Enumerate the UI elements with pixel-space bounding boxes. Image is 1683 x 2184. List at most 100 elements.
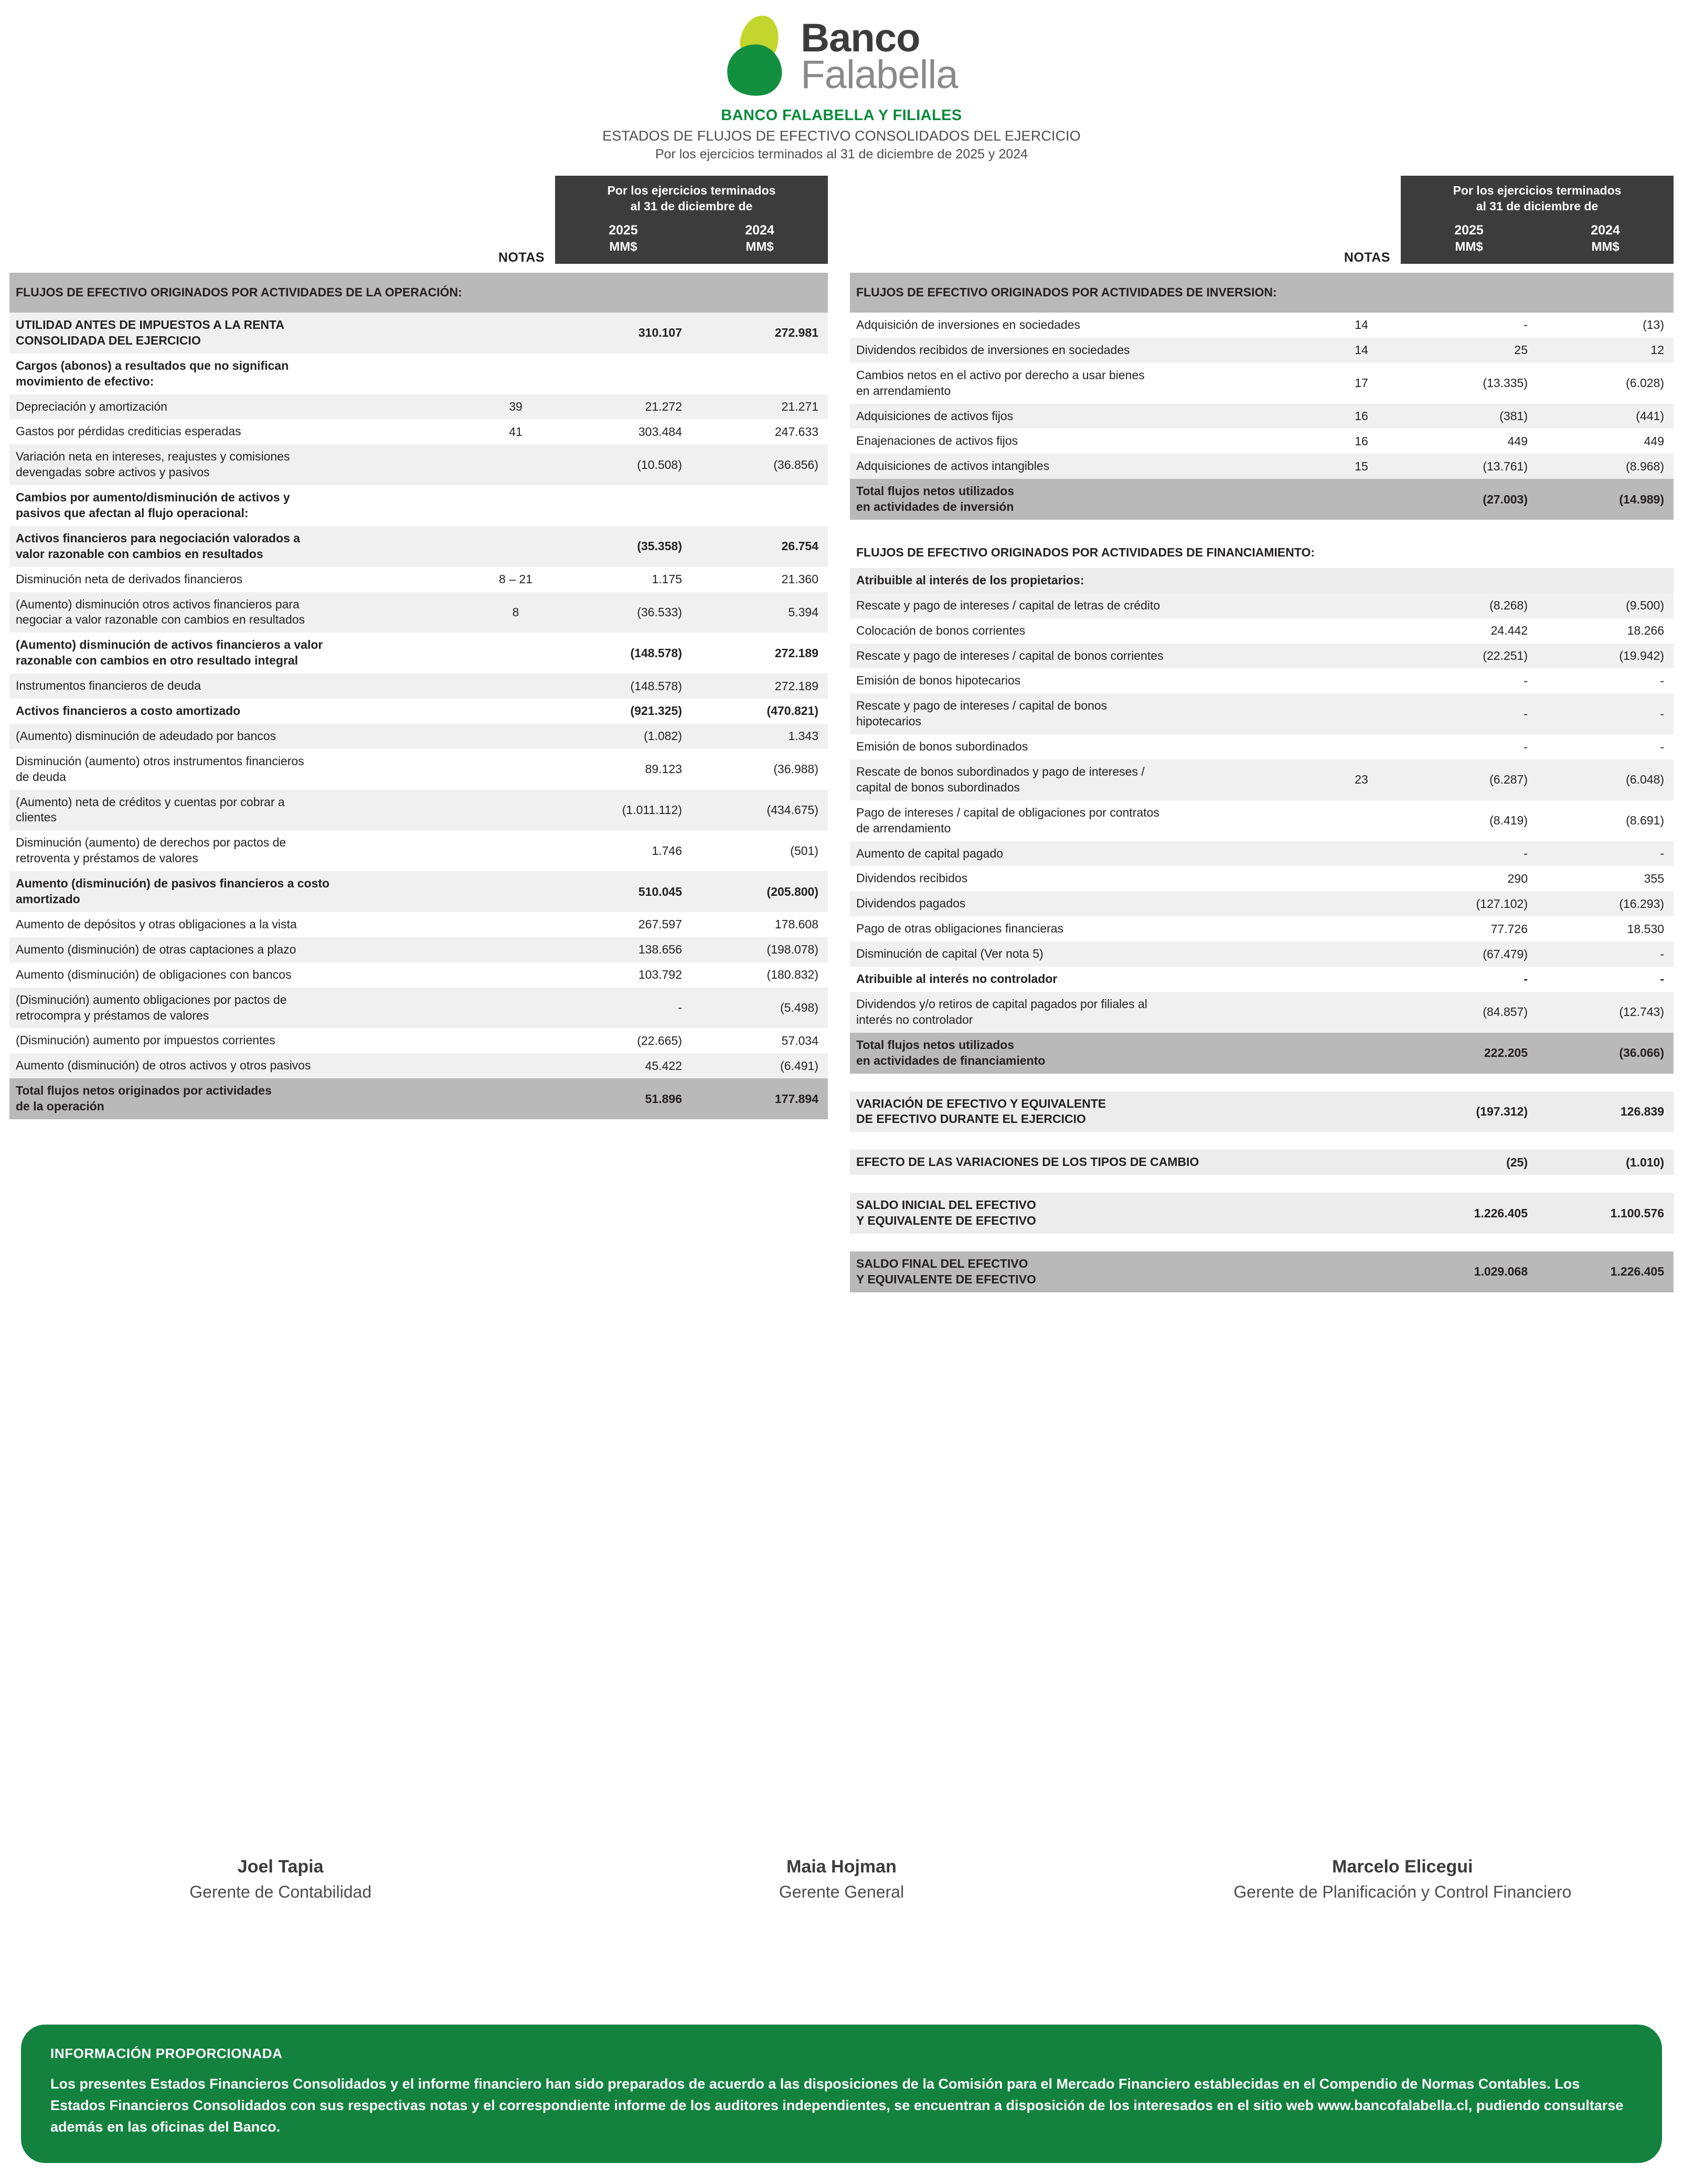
signature-1: Maia Hojman Gerente General — [561, 1857, 1122, 1902]
row-value-2025: - — [1524, 972, 1528, 986]
period-line-2-right: al 31 de diciembre de — [1476, 199, 1599, 213]
row-value-2025: - — [678, 1001, 682, 1014]
unit-2024-label: MM$ — [745, 239, 774, 254]
table-row: UTILIDAD ANTES DE IMPUESTOS A LA RENTA CO… — [9, 313, 828, 354]
year-column-2024: 2024 MM$ — [691, 223, 828, 254]
summary-row: VARIACIÓN DE EFECTIVO Y EQUIVALENTE DE EF… — [850, 1091, 1674, 1132]
signature-name-1: Maia Hojman — [786, 1857, 897, 1877]
row-value-2024: (36.856) — [773, 457, 818, 472]
row-label: Total flujos netos utilizados en activida… — [856, 484, 1015, 514]
unit-2025-label: MM$ — [609, 239, 637, 254]
row-label: Dividendos pagados — [856, 896, 966, 911]
row-value-2024: 1.226.405 — [1610, 1265, 1664, 1279]
spacer — [850, 1132, 1674, 1150]
row-value-2025: (381) — [1499, 409, 1528, 423]
summary-row: EFECTO DE LAS VARIACIONES DE LOS TIPOS D… — [850, 1150, 1674, 1175]
row-value-2024: 177.894 — [774, 1091, 818, 1106]
table-row: (Aumento) neta de créditos y cuentas por… — [9, 789, 828, 831]
row-value-2025: 1.029.068 — [1474, 1265, 1528, 1279]
table-row: Dividendos y/o retiros de capital pagado… — [850, 991, 1674, 1033]
row-value-2024: (6.491) — [780, 1058, 818, 1073]
year-2024-label-right: 2024 — [1591, 222, 1620, 238]
row-note-ref: 8 – 21 — [499, 572, 532, 586]
period-line-1-right: Por los ejercicios terminados — [1453, 184, 1622, 197]
table-row: Cambios por aumento/disminución de activ… — [9, 485, 828, 526]
row-note-ref: 15 — [1355, 459, 1368, 473]
row-value-2024: 18.266 — [1627, 624, 1664, 638]
row-note-ref: 14 — [1355, 318, 1368, 332]
row-value-2024: (434.675) — [766, 802, 818, 817]
row-note-ref: 23 — [1355, 773, 1368, 787]
table-header-left: NOTAS Por los ejercicios terminados al 3… — [9, 176, 828, 273]
year-2025-label-right: 2025 — [1454, 222, 1484, 238]
period-header-box-right: Por los ejercicios terminados al 31 de d… — [1401, 176, 1674, 264]
row-value-2024: 178.608 — [774, 917, 818, 932]
row-value-2024: - — [1660, 972, 1664, 986]
table-row: Disminución (aumento) de derechos por pa… — [9, 830, 828, 872]
table-row: Emisión de bonos subordinados - - — [850, 734, 1674, 760]
row-value-2025: (67.479) — [1483, 947, 1528, 961]
row-note-ref: 39 — [509, 400, 523, 413]
row-label: Disminución neta de derivados financiero… — [16, 572, 243, 586]
year-2025-label: 2025 — [609, 222, 638, 238]
spacer-after-investing — [850, 520, 1674, 538]
year-2024-label: 2024 — [745, 222, 774, 238]
row-value-2024: - — [1660, 740, 1664, 754]
spacer — [850, 1233, 1674, 1251]
row-label: (Disminución) aumento por impuestos corr… — [16, 1033, 275, 1047]
table-row: Colocación de bonos corrientes 24.442 18.2… — [850, 618, 1674, 644]
logo-falabella-text: Falabella — [801, 52, 958, 97]
row-value-2024: (8.691) — [1626, 813, 1664, 828]
row-label: (Disminución) aumento obligaciones por p… — [16, 992, 287, 1022]
table-row: Emisión de bonos hipotecarios - - — [850, 668, 1674, 694]
row-value-2025: (84.857) — [1483, 1005, 1528, 1019]
row-value-2025: (35.358) — [637, 539, 682, 553]
row-value-2024: (5.498) — [780, 1001, 818, 1014]
row-value-2025: (36.533) — [637, 605, 682, 619]
row-label: Dividendos y/o retiros de capital pagado… — [856, 997, 1147, 1026]
table-row: Depreciación y amortización 39 21.272 21.27… — [9, 394, 828, 420]
table-row-total: Total flujos netos originados por activi… — [9, 1078, 828, 1119]
signature-name-0: Joel Tapia — [237, 1857, 324, 1877]
row-value-2025: 77.726 — [1490, 922, 1528, 936]
signature-role-2: Gerente de Planificación y Control Finan… — [1233, 1882, 1572, 1901]
row-label: SALDO FINAL DEL EFECTIVO Y EQUIVALENTE DE… — [856, 1256, 1036, 1286]
row-value-2024: (180.832) — [766, 968, 818, 982]
row-value-2024: - — [1660, 673, 1664, 688]
summary-row: SALDO FINAL DEL EFECTIVO Y EQUIVALENTE DE… — [850, 1251, 1674, 1292]
footer-body: Los presentes Estados Financieros Consol… — [50, 2076, 1624, 2135]
table-row: Adquisiciones de activos fijos 16 (381) (44… — [850, 403, 1674, 429]
row-label: Disminución (aumento) otros instrumentos… — [16, 754, 304, 784]
logo-banco-text: Banco — [801, 16, 920, 61]
row-value-2025: 138.656 — [638, 943, 682, 957]
row-label: Disminución de capital (Ver nota 5) — [856, 947, 1043, 961]
year-column-2024-right: 2024 MM$ — [1537, 223, 1674, 254]
row-note-ref: 16 — [1355, 409, 1368, 423]
row-value-2025: - — [1524, 318, 1528, 332]
row-value-2025: 510.045 — [638, 884, 682, 898]
table-row: Rescate y pago de intereses / capital de… — [850, 593, 1674, 618]
row-value-2024: 5.394 — [788, 605, 818, 619]
row-label: Rescate y pago de intereses / capital de… — [856, 699, 1107, 729]
row-value-2024: 126.839 — [1620, 1104, 1664, 1118]
row-value-2025: (1.011.112) — [622, 802, 682, 817]
row-value-2025: (27.003) — [1483, 492, 1528, 506]
table-row: Cargos (abonos) a resultados que no sign… — [9, 353, 828, 394]
row-value-2024: 272.189 — [774, 679, 818, 693]
financing-rows-container: Atribuible al interés de los propietario… — [850, 568, 1674, 1074]
row-value-2024: (16.293) — [1619, 896, 1664, 911]
row-value-2025: (921.325) — [630, 704, 682, 718]
row-value-2024: 12 — [1650, 343, 1664, 357]
notas-column-header: NOTAS — [498, 250, 545, 265]
row-label: Enajenaciones de activos fijos — [856, 434, 1018, 448]
signature-0: Joel Tapia Gerente de Contabilidad — [0, 1857, 561, 1902]
row-value-2024: 272.189 — [774, 646, 818, 660]
row-label: Dividendos recibidos — [856, 871, 968, 885]
row-value-2024: (9.500) — [1626, 598, 1664, 613]
table-row: Pago de otras obligaciones financieras 77… — [850, 916, 1674, 942]
row-label: Disminución (aumento) de derechos por pa… — [16, 836, 286, 865]
table-row: Instrumentos financieros de deuda (148.57… — [9, 673, 828, 699]
subsection-label: Atribuible al interés de los propietario… — [856, 573, 1084, 587]
row-value-2025: 290 — [1507, 871, 1528, 885]
row-value-2025: (148.578) — [630, 646, 682, 660]
